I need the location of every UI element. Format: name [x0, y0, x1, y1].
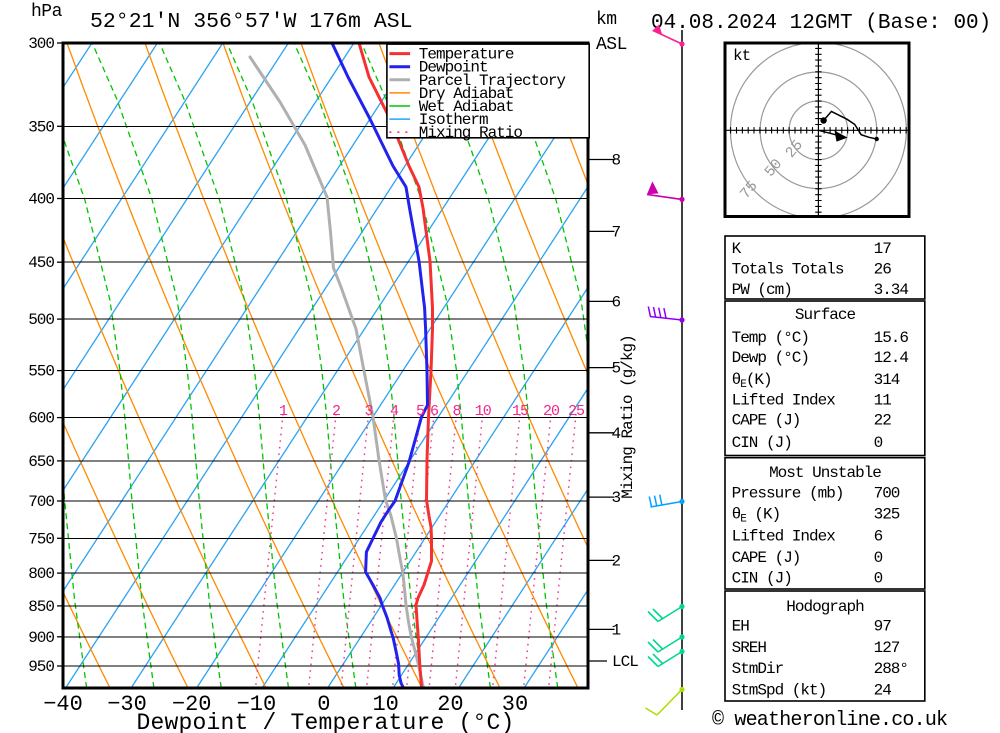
svg-text:20: 20	[543, 403, 560, 420]
svg-text:−40: −40	[43, 692, 83, 717]
svg-text:12.4: 12.4	[874, 349, 909, 367]
svg-text:Most Unstable: Most Unstable	[769, 464, 881, 482]
svg-text:K: K	[732, 240, 742, 258]
svg-text:Surface: Surface	[795, 306, 856, 324]
svg-text:26: 26	[874, 260, 892, 278]
svg-text:−30: −30	[107, 692, 147, 717]
svg-text:CIN (J): CIN (J)	[732, 434, 792, 452]
svg-text:hPa: hPa	[31, 2, 63, 22]
svg-text:EH: EH	[732, 618, 750, 636]
svg-text:325: 325	[874, 506, 900, 524]
svg-text:km: km	[596, 10, 617, 30]
svg-text:650: 650	[28, 453, 54, 471]
svg-text:15: 15	[512, 403, 529, 420]
svg-text:Lifted Index: Lifted Index	[732, 528, 836, 546]
svg-text:8: 8	[452, 403, 461, 420]
svg-text:900: 900	[28, 629, 54, 647]
svg-text:04.08.2024 12GMT (Base: 00): 04.08.2024 12GMT (Base: 00)	[651, 12, 991, 35]
svg-text:θE (K): θE (K)	[732, 506, 781, 526]
svg-text:Dry Adiabat: Dry Adiabat	[419, 85, 514, 103]
svg-text:Totals Totals: Totals Totals	[732, 260, 844, 278]
svg-text:0: 0	[874, 434, 883, 452]
svg-text:Dewp (°C): Dewp (°C)	[732, 349, 809, 367]
svg-text:Mixing Ratio: Mixing Ratio	[419, 124, 523, 142]
svg-text:Lifted Index: Lifted Index	[732, 392, 836, 410]
svg-text:0: 0	[317, 692, 330, 717]
svg-text:850: 850	[28, 598, 54, 616]
svg-text:550: 550	[28, 363, 54, 381]
svg-text:Isotherm: Isotherm	[419, 111, 488, 129]
svg-text:StmDir: StmDir	[732, 660, 784, 678]
svg-text:Parcel Trajectory: Parcel Trajectory	[419, 72, 567, 90]
svg-text:15.6: 15.6	[874, 329, 909, 347]
svg-text:20: 20	[437, 692, 463, 717]
svg-text:300: 300	[28, 35, 54, 53]
svg-text:4: 4	[612, 425, 621, 443]
svg-text:SREH: SREH	[732, 639, 767, 657]
svg-text:Temperature: Temperature	[419, 46, 514, 64]
svg-text:500: 500	[28, 311, 54, 329]
svg-text:400: 400	[28, 191, 54, 209]
svg-text:7: 7	[612, 223, 621, 241]
svg-text:0: 0	[874, 569, 883, 587]
svg-text:314: 314	[874, 371, 900, 389]
svg-text:Mixing Ratio (g/kg): Mixing Ratio (g/kg)	[619, 335, 637, 498]
svg-text:750: 750	[28, 530, 54, 548]
svg-text:30: 30	[502, 692, 528, 717]
svg-text:2: 2	[332, 403, 340, 420]
svg-text:17: 17	[874, 240, 892, 258]
svg-text:CAPE (J): CAPE (J)	[732, 549, 801, 567]
svg-text:4: 4	[390, 403, 399, 420]
svg-text:3: 3	[364, 403, 373, 420]
svg-text:5: 5	[612, 360, 621, 378]
svg-text:127: 127	[874, 639, 900, 657]
svg-text:Wet Adiabat: Wet Adiabat	[419, 98, 514, 116]
svg-text:950: 950	[28, 658, 54, 676]
svg-text:24: 24	[874, 681, 892, 699]
svg-text:Temp (°C): Temp (°C)	[732, 329, 809, 347]
svg-text:1: 1	[612, 621, 621, 639]
svg-text:© weatheronline.co.uk: © weatheronline.co.uk	[712, 709, 947, 732]
svg-text:10: 10	[475, 403, 492, 420]
svg-text:25: 25	[568, 403, 585, 420]
svg-text:PW (cm): PW (cm)	[732, 281, 792, 299]
svg-text:6: 6	[430, 403, 439, 420]
svg-text:700: 700	[874, 485, 900, 503]
svg-text:Dewpoint: Dewpoint	[419, 59, 488, 77]
svg-text:6: 6	[874, 528, 883, 546]
svg-text:10: 10	[372, 692, 398, 717]
svg-text:−10: −10	[237, 692, 277, 717]
svg-text:Hodograph: Hodograph	[786, 598, 864, 616]
svg-text:450: 450	[28, 254, 54, 272]
svg-text:800: 800	[28, 565, 54, 583]
svg-text:22: 22	[874, 412, 892, 430]
svg-text:1: 1	[279, 403, 288, 420]
svg-text:−20: −20	[172, 692, 212, 717]
svg-text:CIN (J): CIN (J)	[732, 569, 792, 587]
svg-text:Pressure (mb): Pressure (mb)	[732, 485, 844, 503]
svg-text:2: 2	[612, 552, 621, 570]
svg-text:11: 11	[874, 392, 892, 410]
svg-text:CAPE (J): CAPE (J)	[732, 412, 801, 430]
svg-text:600: 600	[28, 410, 54, 428]
svg-text:3.34: 3.34	[874, 281, 909, 299]
svg-text:StmSpd (kt): StmSpd (kt)	[732, 681, 827, 699]
svg-text:Dewpoint / Temperature (°C): Dewpoint / Temperature (°C)	[136, 710, 514, 733]
svg-text:97: 97	[874, 618, 892, 636]
svg-text:6: 6	[612, 293, 621, 311]
svg-text:kt: kt	[733, 47, 750, 65]
svg-text:700: 700	[28, 493, 54, 511]
svg-text:288°: 288°	[874, 660, 908, 678]
svg-text:8: 8	[612, 152, 621, 170]
svg-text:350: 350	[28, 118, 54, 136]
svg-text:52°21'N 356°57'W 176m ASL: 52°21'N 356°57'W 176m ASL	[90, 10, 413, 34]
svg-text:ASL: ASL	[596, 35, 627, 55]
svg-text:5: 5	[416, 403, 425, 420]
svg-text:3: 3	[612, 489, 621, 507]
svg-text:θE(K): θE(K)	[732, 371, 772, 391]
svg-text:0: 0	[874, 549, 883, 567]
svg-text:LCL: LCL	[612, 653, 638, 671]
